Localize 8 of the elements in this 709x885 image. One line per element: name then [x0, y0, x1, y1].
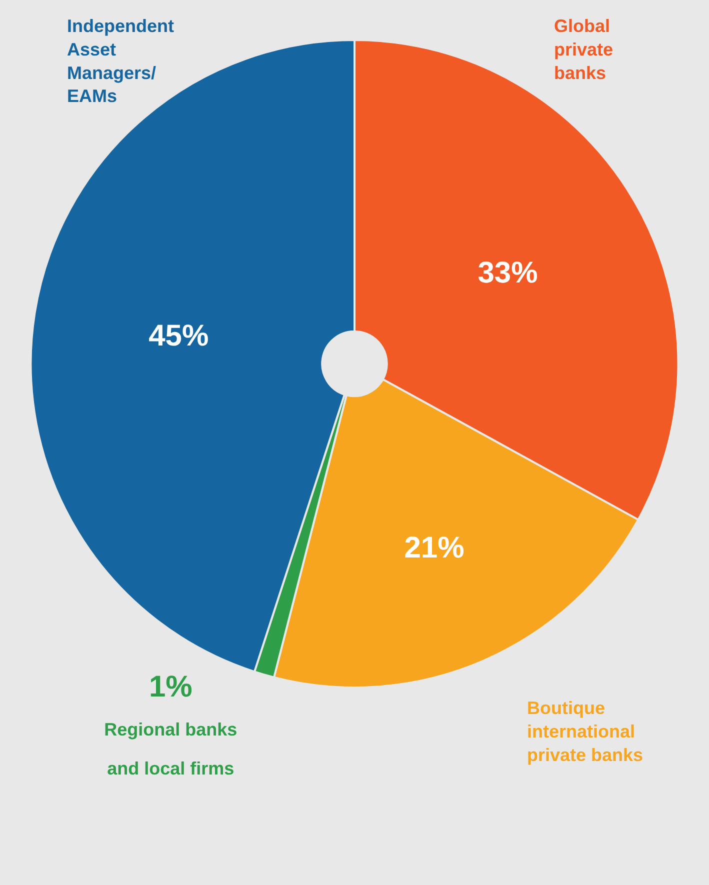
slice-label: Regional banks and local firms [104, 719, 238, 778]
data-label: 21% [404, 531, 464, 564]
data-label: 45% [148, 319, 209, 352]
data-label: 33% [478, 256, 538, 290]
slice-label: Boutique international private banks [527, 698, 644, 765]
data-label: 1% [148, 670, 192, 704]
slice-label: Global private banks [554, 16, 614, 83]
slice-label: Independent Asset Managers/ EAMs [67, 16, 174, 106]
